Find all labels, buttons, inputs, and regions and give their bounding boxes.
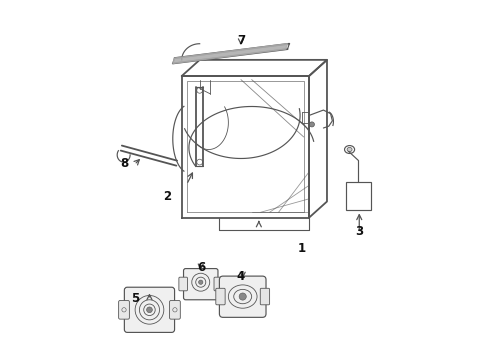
Polygon shape [172,44,287,63]
FancyBboxPatch shape [219,276,265,318]
Text: 8: 8 [120,157,128,170]
FancyBboxPatch shape [260,288,269,305]
Circle shape [239,293,246,300]
FancyBboxPatch shape [179,277,187,291]
FancyBboxPatch shape [119,301,129,319]
Circle shape [309,122,314,127]
Text: 1: 1 [297,242,305,255]
Bar [345,182,370,211]
Text: 2: 2 [163,190,171,203]
Text: 7: 7 [236,34,244,48]
FancyBboxPatch shape [183,269,218,300]
Circle shape [198,280,203,284]
FancyBboxPatch shape [215,288,224,305]
Text: 6: 6 [197,261,205,274]
Text: 5: 5 [131,292,139,305]
Circle shape [146,307,152,313]
FancyBboxPatch shape [169,301,180,319]
Text: 3: 3 [354,225,363,238]
Ellipse shape [346,147,351,152]
Text: 4: 4 [236,270,244,283]
FancyBboxPatch shape [214,277,222,291]
FancyBboxPatch shape [124,287,174,332]
